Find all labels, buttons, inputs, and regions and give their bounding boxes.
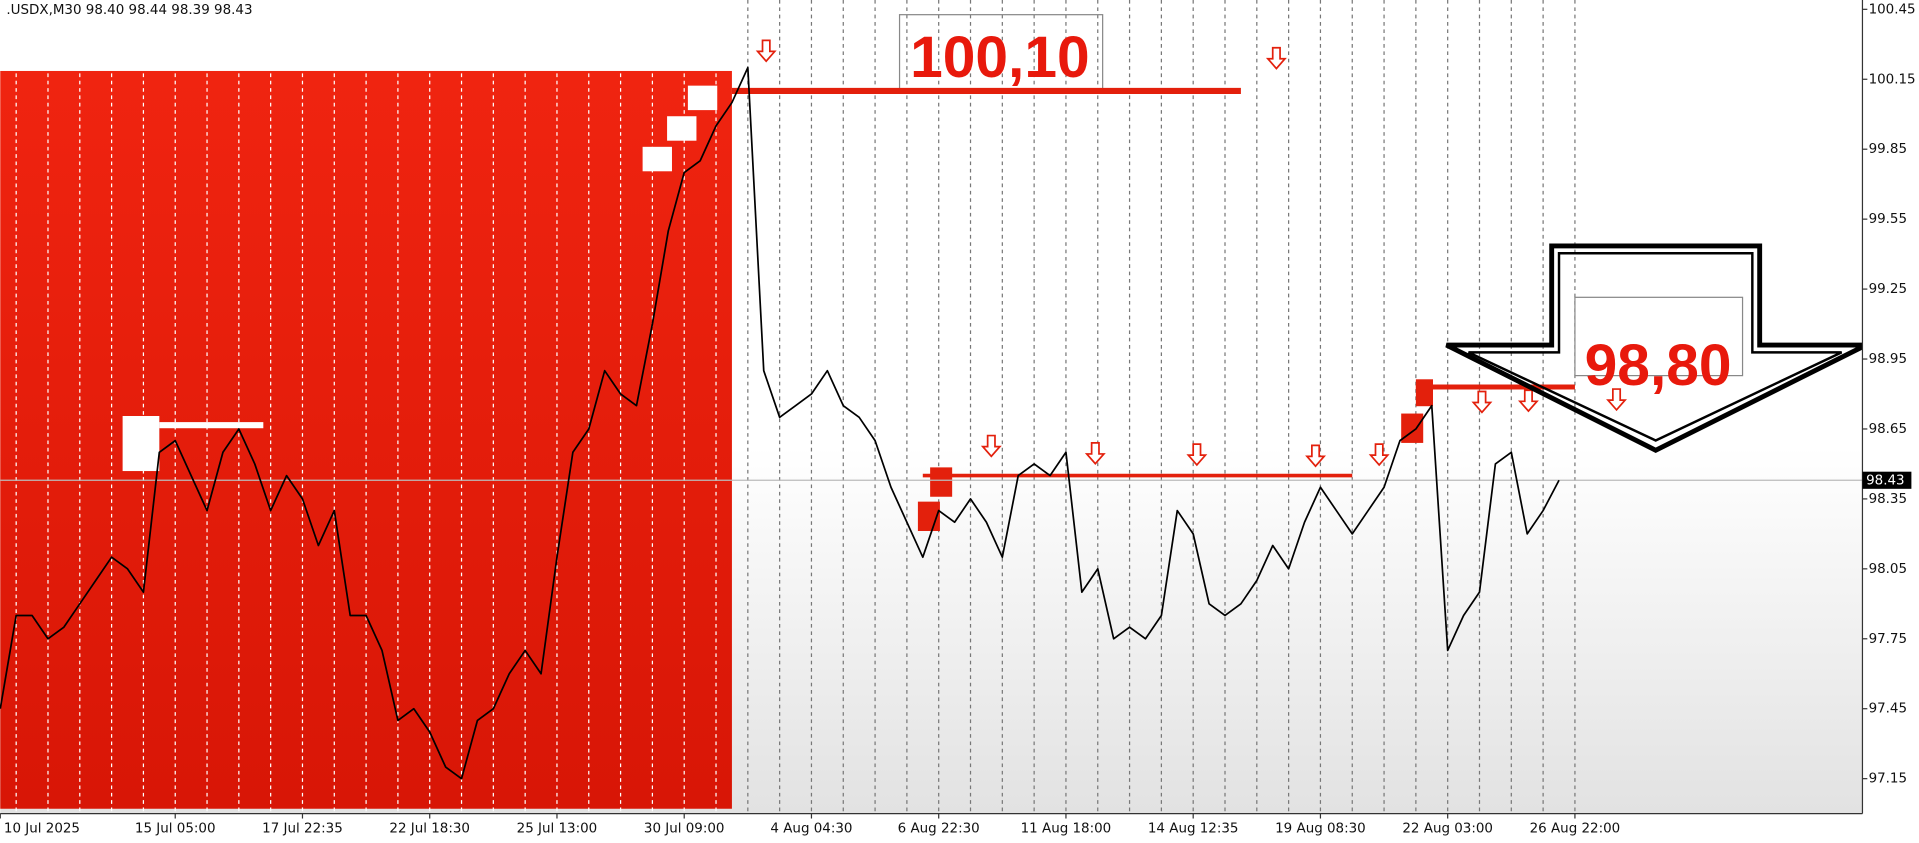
- down-arrow-icon: [1265, 46, 1287, 70]
- marks-layer: 100,10 98,80: [0, 25, 1863, 780]
- last-price-box: [1862, 471, 1912, 489]
- x-tick-label: 19 Aug 08:30: [1275, 821, 1366, 836]
- down-arrow-icon: [1471, 390, 1493, 414]
- y-tick-label: 98.95: [1869, 352, 1907, 367]
- y-tick-label: 98.35: [1869, 492, 1907, 507]
- down-arrow-icon: [1305, 444, 1326, 468]
- decorations: [122, 85, 1433, 532]
- x-tick-label: 14 Aug 12:35: [1148, 821, 1239, 836]
- y-tick-label: 98.65: [1869, 422, 1907, 437]
- down-arrow-icon: [1368, 443, 1390, 467]
- zone-box: [159, 422, 264, 429]
- level-box: [1401, 413, 1424, 443]
- zone-box: [122, 415, 160, 472]
- x-tick-label: 25 Jul 13:00: [517, 821, 598, 836]
- down-arrow-icon: [1186, 443, 1208, 467]
- big-arrow: [1445, 243, 1868, 453]
- y-tick-label: 97.75: [1869, 632, 1907, 647]
- grid-layer: [15, 0, 1576, 814]
- down-arrow-icon: [1606, 388, 1627, 412]
- x-tick-label: 6 Aug 22:30: [898, 821, 980, 836]
- x-tick-label: 22 Jul 18:30: [389, 821, 470, 836]
- y-tick-label: 97.15: [1869, 772, 1907, 787]
- y-tick-label: 99.55: [1869, 212, 1907, 227]
- y-tick-label: 97.45: [1869, 702, 1907, 717]
- down-arrow-icon: [755, 39, 777, 63]
- down-arrow-icon: [980, 434, 1002, 458]
- x-tick-label: 4 Aug 04:30: [770, 821, 852, 836]
- x-tick-label: 10 Jul 2025: [4, 821, 80, 836]
- x-tick-label: 22 Aug 03:00: [1402, 821, 1493, 836]
- y-tick-label: 98.05: [1869, 562, 1907, 577]
- zone-box: [667, 116, 697, 141]
- annotation-box: [1574, 296, 1744, 377]
- last-price-label: 98.43: [1866, 473, 1904, 488]
- y-tick-label: 100.45: [1869, 2, 1916, 17]
- level-box: [1415, 379, 1433, 407]
- zone-box: [687, 85, 718, 111]
- time-axis-panel: [0, 813, 1863, 843]
- level-box: [930, 467, 953, 497]
- y-tick-label: 99.85: [1869, 142, 1907, 157]
- annotation-label: 98,80: [1585, 333, 1732, 398]
- x-tick-label: 15 Jul 05:00: [135, 821, 216, 836]
- y-tick-label: 100.15: [1869, 72, 1916, 87]
- zone-box: [642, 146, 672, 172]
- x-tick-label: 30 Jul 09:00: [644, 821, 725, 836]
- x-tick-label: 17 Jul 22:35: [262, 821, 343, 836]
- big-arrow-inner: [1467, 252, 1843, 442]
- down-arrow-icon: [1084, 442, 1106, 466]
- annotation-label: 100,10: [910, 25, 1090, 90]
- price-axis-panel: [1862, 0, 1919, 843]
- price-line: [0, 66, 1560, 780]
- x-tick-label: 11 Aug 18:00: [1021, 821, 1112, 836]
- down-arrow-icon: [1517, 389, 1539, 413]
- chart-title: .USDX,M30 98.40 98.44 98.39 98.43: [6, 3, 252, 18]
- x-tick-label: 26 Aug 22:00: [1530, 821, 1621, 836]
- y-tick-label: 99.25: [1869, 282, 1907, 297]
